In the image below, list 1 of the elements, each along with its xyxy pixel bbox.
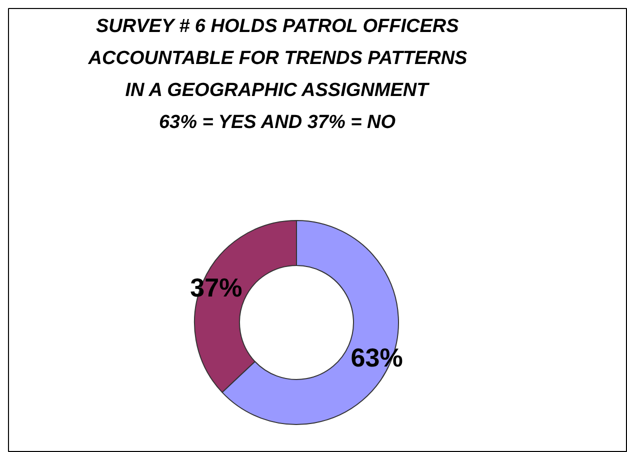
chart-title: SURVEY # 6 HOLDS PATROL OFFICERS ACCOUNTABLE FOR TRENDS PATTERNS IN A GEOGRAPHIC ASSIGNMENT 63% = YES AND 37% = NO (87, 16, 468, 133)
